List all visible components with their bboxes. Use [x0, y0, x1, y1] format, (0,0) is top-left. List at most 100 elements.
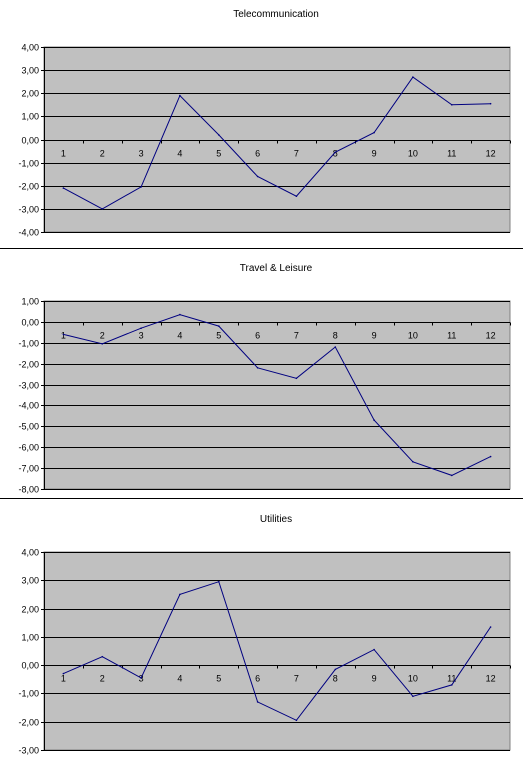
- chart1-ytick-label: 2,00: [21, 89, 39, 99]
- chart1-xtick-label: 3: [139, 149, 144, 159]
- chart2-xtick-label: 9: [372, 331, 377, 341]
- chart2-data-point: [62, 333, 65, 336]
- chart3-series-line: [63, 581, 492, 721]
- chart3-data-point: [62, 672, 65, 675]
- chart2-xtick-label: 8: [333, 331, 338, 341]
- chart2-ytick-label: 0,00: [21, 318, 39, 328]
- chart2-xtick-label: 3: [139, 331, 144, 341]
- chart2-data-point: [334, 346, 337, 348]
- chart1-ytick-label: -3,00: [18, 205, 39, 215]
- chart1-data-point: [451, 104, 453, 106]
- chart1-title: Telecommunication: [233, 9, 319, 20]
- chart2-data-point: [256, 367, 259, 369]
- chart2-ytick-label: -1,00: [18, 339, 39, 349]
- chart3-data-point: [412, 695, 414, 698]
- chart2-ytick-label: -7,00: [18, 464, 39, 474]
- chart3-ytick-label: 2,00: [21, 605, 39, 615]
- chart2-xtick-label: 1: [61, 331, 66, 341]
- chart3-xtick-label: 4: [177, 674, 182, 684]
- chart1-data-point: [62, 187, 65, 189]
- chart2-data-point: [140, 327, 142, 330]
- chart1-ytick-label: 1,00: [21, 112, 39, 122]
- chart3-data-point: [295, 719, 298, 722]
- chart1-data-point: [334, 151, 337, 153]
- chart1-xtick-label: 11: [447, 149, 456, 159]
- chart2-ytick-label: -2,00: [18, 360, 39, 370]
- chart3-data-point: [256, 701, 259, 703]
- chart1-ytick-label: -4,00: [18, 228, 39, 238]
- chart2-ytick-label: -5,00: [18, 422, 39, 432]
- chart1-series-line: [63, 76, 491, 210]
- chart3-ytick-label: -3,00: [18, 746, 39, 756]
- chart3-data-point: [140, 677, 142, 679]
- chart3-xtick-label: 6: [255, 674, 260, 684]
- chart2-plot-area: [43, 300, 511, 490]
- chart3-xtick-label: 2: [100, 674, 105, 684]
- chart1-data-point: [295, 195, 298, 197]
- chart1-xtick-label: 7: [294, 149, 299, 159]
- chart3-data-point: [218, 580, 220, 583]
- chart1-xtick-label: 5: [216, 149, 221, 159]
- chart3-title: Utilities: [260, 514, 292, 525]
- chart2-data-point: [373, 419, 375, 421]
- chart1-data-point: [140, 186, 142, 188]
- chart1-ytick-label: 4,00: [21, 43, 39, 53]
- chart1-xtick-label: 1: [61, 149, 66, 159]
- chart2-data-point: [218, 325, 220, 327]
- chart3-data-point: [373, 648, 375, 651]
- chart3-data-point: [101, 655, 104, 658]
- chart3-xtick-label: 9: [372, 674, 377, 684]
- chart1-plot-area: [43, 46, 511, 233]
- chart1-data-point: [412, 76, 414, 78]
- chart2-xtick-label: 4: [177, 331, 182, 341]
- chart3-ytick-label: -2,00: [18, 718, 39, 728]
- chart1-xtick-label: 9: [372, 149, 377, 159]
- chart2-ytick-label: -4,00: [18, 401, 39, 411]
- chart2-xtick-label: 6: [255, 331, 260, 341]
- chart1-data-point: [373, 131, 375, 134]
- chart2-data-point: [101, 343, 104, 345]
- chart1-xtick-label: 2: [100, 149, 105, 159]
- chart1-data-point: [489, 102, 492, 105]
- chart1-data-point: [256, 175, 259, 178]
- chart3-ytick-label: 4,00: [21, 548, 39, 558]
- chart3-xtick-label: 12: [486, 674, 496, 684]
- chart2-xtick-label: 7: [294, 331, 299, 341]
- chart2-xtick-label: 10: [408, 331, 418, 341]
- chart2-ytick-label: -8,00: [18, 485, 39, 495]
- chart1-ytick-label: -1,00: [18, 159, 39, 169]
- chart2-ytick-label: 1,00: [21, 297, 39, 307]
- chart1-ytick-label: 3,00: [21, 66, 39, 76]
- chart3-xtick-label: 1: [61, 674, 66, 684]
- chart2-xtick-label: 11: [447, 331, 456, 341]
- chart3-plot-area: [43, 551, 511, 751]
- chart2-xtick-label: 5: [216, 331, 221, 341]
- chart2-data-point: [489, 455, 492, 458]
- chart1-ytick-label: 0,00: [21, 136, 39, 146]
- chart1-data-point: [218, 134, 220, 136]
- chart1-xtick-label: 12: [486, 149, 496, 159]
- chart2-title: Travel & Leisure: [240, 263, 313, 274]
- chart3-xtick-label: 7: [294, 674, 299, 684]
- chart3-ytick-label: 1,00: [21, 633, 39, 643]
- chart3-data-point: [489, 626, 492, 628]
- chart3-xtick-label: 10: [408, 674, 418, 684]
- chart2-xtick-label: 12: [486, 331, 496, 341]
- chart1-data-point: [179, 94, 181, 97]
- chart2-xtick-label: 2: [100, 331, 105, 341]
- chart3-data-point: [179, 593, 181, 596]
- chart2-data-point: [295, 377, 298, 380]
- chart2-data-point: [179, 313, 181, 316]
- chart3-data-point: [334, 668, 337, 671]
- chart1-xtick-label: 10: [408, 149, 418, 159]
- chart3-xtick-label: 8: [333, 674, 338, 684]
- chart3-ytick-label: 3,00: [21, 576, 39, 586]
- chart1-xtick-label: 8: [333, 149, 338, 159]
- chart1-ytick-label: -2,00: [18, 182, 39, 192]
- chart3-ytick-label: -1,00: [18, 689, 39, 699]
- chart3-ytick-label: 0,00: [21, 661, 39, 671]
- chart3-xtick-label: 5: [216, 674, 221, 684]
- chart1-xtick-label: 6: [255, 149, 260, 159]
- chart1-data-point: [101, 208, 104, 210]
